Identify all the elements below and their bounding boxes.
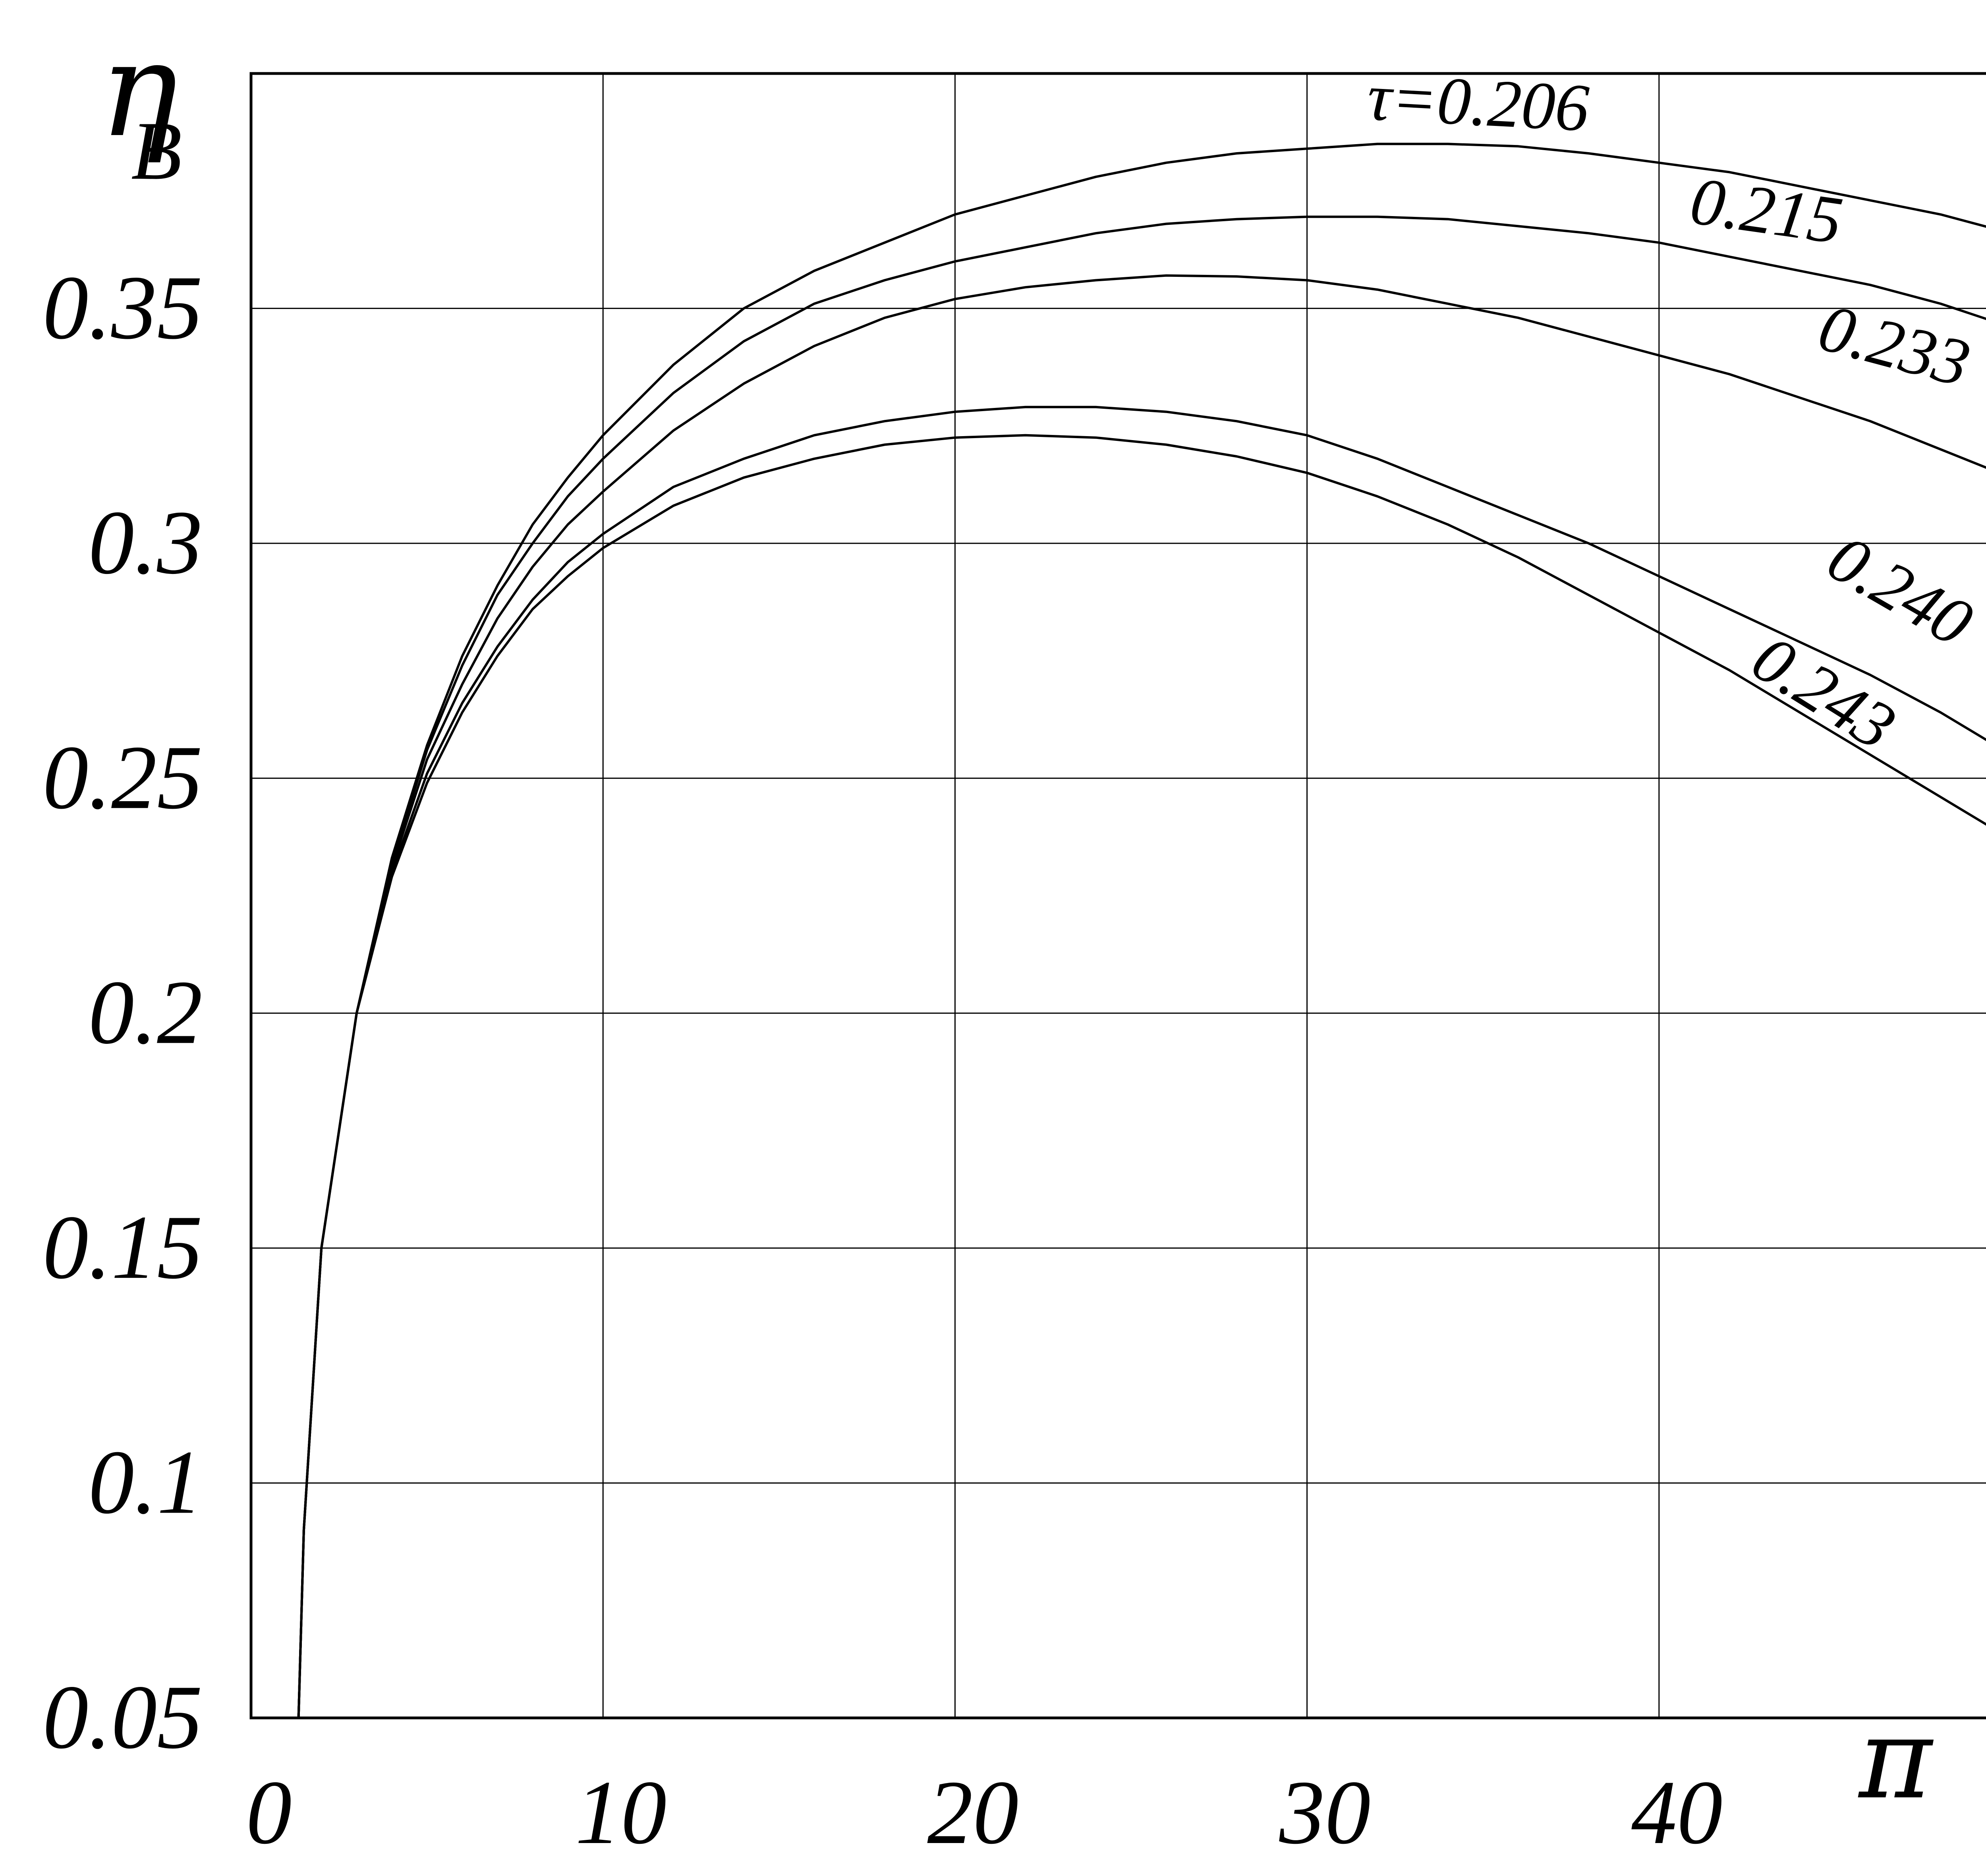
- x-tick-label-1: 10: [575, 1762, 667, 1863]
- x-tick-labels: 0 10 20 30 40: [246, 1762, 1723, 1863]
- y-tick-label-0: 0.05: [43, 1666, 203, 1768]
- plot-frame: [249, 72, 1986, 1720]
- y-tick-label-5: 0.3: [89, 492, 203, 593]
- y-tick-label-3: 0.2: [89, 962, 203, 1063]
- y-axis-label-symbol: η: [99, 14, 178, 166]
- y-tick-label-2: 0.15: [43, 1196, 203, 1298]
- series-line-0: [297, 143, 1986, 1719]
- series-line-3: [297, 406, 1986, 1719]
- y-tick-label-4: 0.25: [43, 726, 203, 828]
- series-line-1: [297, 215, 1986, 1719]
- series-label-1: 0.215: [1686, 163, 1847, 258]
- x-tick-label-2: 20: [927, 1762, 1018, 1863]
- y-tick-labels: 0.05 0.1 0.15 0.2 0.25 0.3 0.35: [43, 257, 203, 1768]
- series-label-0: τ=0.206: [1366, 59, 1591, 145]
- y-axis-label-subscript: B: [131, 105, 182, 197]
- series-line-2: [297, 274, 1986, 1719]
- series-label-4: 0.243: [1740, 620, 1908, 764]
- series-lines: [297, 143, 1986, 1719]
- x-tick-label-3: 30: [1279, 1762, 1371, 1863]
- x-axis-label: π: [1857, 1694, 1934, 1824]
- x-tick-label-0: 0: [246, 1762, 292, 1863]
- y-tick-label-6: 0.35: [43, 257, 203, 358]
- series-label-2: 0.233: [1811, 290, 1977, 401]
- series-label-3: 0.240: [1816, 520, 1985, 661]
- series-line-4: [297, 434, 1986, 1719]
- grid: [251, 73, 1986, 1718]
- y-tick-label-1: 0.1: [89, 1432, 203, 1533]
- x-tick-label-4: 40: [1631, 1762, 1723, 1863]
